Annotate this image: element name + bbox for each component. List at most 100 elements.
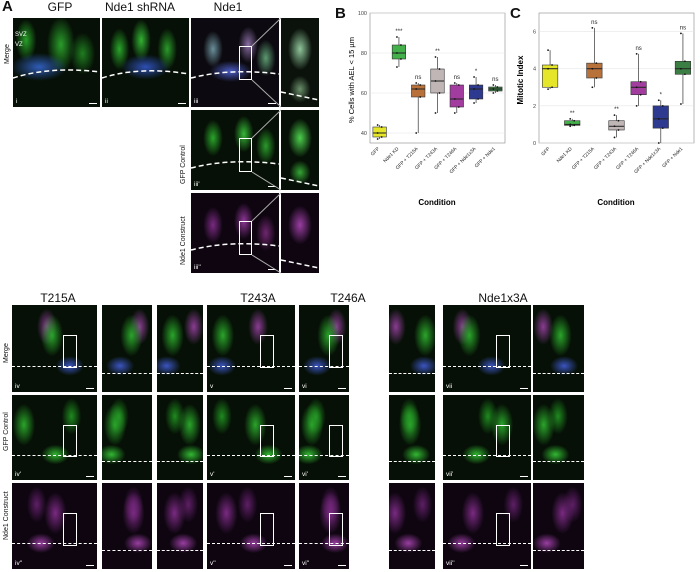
zoom-box (495, 335, 510, 369)
image-tile-vi-2: vi'' (299, 483, 349, 569)
x-tick-label: GFP + T246A (615, 146, 641, 172)
scale-bar (178, 103, 186, 104)
chart-b-xlabel: Condition (418, 198, 455, 207)
scale-bar (520, 476, 528, 477)
tile-label: iv' (15, 471, 21, 478)
tile-label: v (210, 383, 214, 390)
row-label-gfp-control-bottom: GFP Control (3, 412, 10, 451)
data-point (595, 62, 598, 65)
data-point (657, 142, 660, 144)
y-tick-label: 2 (533, 104, 536, 110)
data-point (376, 124, 379, 126)
y-tick-label: 60 (361, 91, 367, 97)
ventricle-border (533, 461, 584, 463)
data-point (492, 88, 495, 90)
data-point (613, 114, 616, 117)
box-body (586, 62, 603, 79)
tile-label: vi'' (302, 560, 310, 567)
data-point (453, 98, 456, 100)
scale-bar (86, 476, 94, 477)
data-point (595, 77, 598, 79)
image-tile-vii-0: vii (443, 305, 531, 392)
data-point (635, 52, 638, 55)
data-point (380, 126, 383, 128)
ventricle-border (102, 461, 152, 463)
data-point (680, 103, 682, 105)
panel-label-a: A (2, 0, 13, 15)
y-tick-label: 40 (361, 131, 367, 137)
y-tick-label: 0 (533, 141, 536, 147)
significance-label: * (475, 69, 478, 75)
zoom-tile-vii-2 (533, 483, 584, 569)
data-point (400, 44, 402, 46)
significance-label: ** (570, 111, 575, 117)
data-point (473, 88, 475, 90)
column-title-nde1x3a: Nde1x3A (478, 291, 528, 305)
scale-bar (338, 565, 346, 566)
data-point (617, 129, 620, 131)
zone-label-svz: SVZ (15, 32, 27, 38)
column-title-gfp: GFP (47, 0, 73, 14)
significance-label: ns (635, 46, 641, 52)
image-tile-iv-2: iv'' (12, 483, 97, 569)
ventricle-border (207, 543, 295, 545)
data-point (473, 76, 475, 78)
zoom-tile-vii-1 (533, 395, 584, 480)
significance-label: ns (591, 20, 597, 26)
chart-c-ylabel: Mitotic Index (516, 55, 525, 104)
zoom-box (259, 335, 274, 369)
ventricle-border (157, 550, 203, 552)
panel-label-c: C (510, 5, 521, 22)
box-3: ** (430, 49, 445, 114)
data-point (419, 96, 422, 98)
data-point (639, 80, 642, 83)
tile-label: vii'' (446, 560, 455, 567)
data-point (477, 84, 479, 86)
image-tile-vii-2: vii'' (443, 483, 531, 569)
box-5: * (469, 69, 484, 104)
box-body (372, 126, 387, 138)
ventricle-border (443, 543, 531, 545)
zoom-box (239, 221, 252, 255)
data-point (400, 58, 402, 60)
zoom-tile-v-0 (157, 305, 203, 392)
data-point (680, 32, 682, 35)
tile-label: iii' (194, 181, 200, 188)
zoom-box (63, 424, 77, 458)
data-point (684, 60, 686, 63)
data-point (415, 132, 418, 134)
data-point (547, 49, 549, 52)
box-body (608, 120, 625, 131)
ventricle-border (207, 365, 295, 367)
data-point (547, 88, 549, 91)
significance-label: ** (614, 107, 619, 113)
data-point (415, 88, 418, 90)
box-5: * (652, 92, 669, 144)
data-point (680, 67, 682, 70)
image-tile-v-0: v (207, 305, 295, 392)
y-tick-label: 4 (533, 67, 536, 73)
data-point (396, 52, 398, 54)
zoom-tile-vi-2 (389, 483, 435, 569)
zoom-box (63, 513, 77, 546)
image-tile-v-1: v' (207, 395, 295, 480)
ventricle-border (12, 365, 97, 367)
box-4: ns (449, 75, 464, 114)
tile-label: iii'' (194, 264, 201, 271)
zoom-box (495, 424, 510, 458)
ventricle-border (102, 550, 152, 552)
data-point (473, 102, 475, 104)
zoom-tile-iii-double-prime (281, 193, 319, 273)
data-point (573, 119, 576, 122)
x-tick-label: GFP + T215A (571, 146, 597, 172)
data-point (496, 86, 499, 88)
ventricle-border (389, 372, 435, 374)
ventricle-border (533, 550, 584, 552)
tile-label: iv (15, 383, 20, 390)
data-point (457, 84, 460, 86)
box-6: ns (674, 25, 691, 105)
data-point (457, 106, 460, 108)
tile-label: vi' (302, 471, 308, 478)
